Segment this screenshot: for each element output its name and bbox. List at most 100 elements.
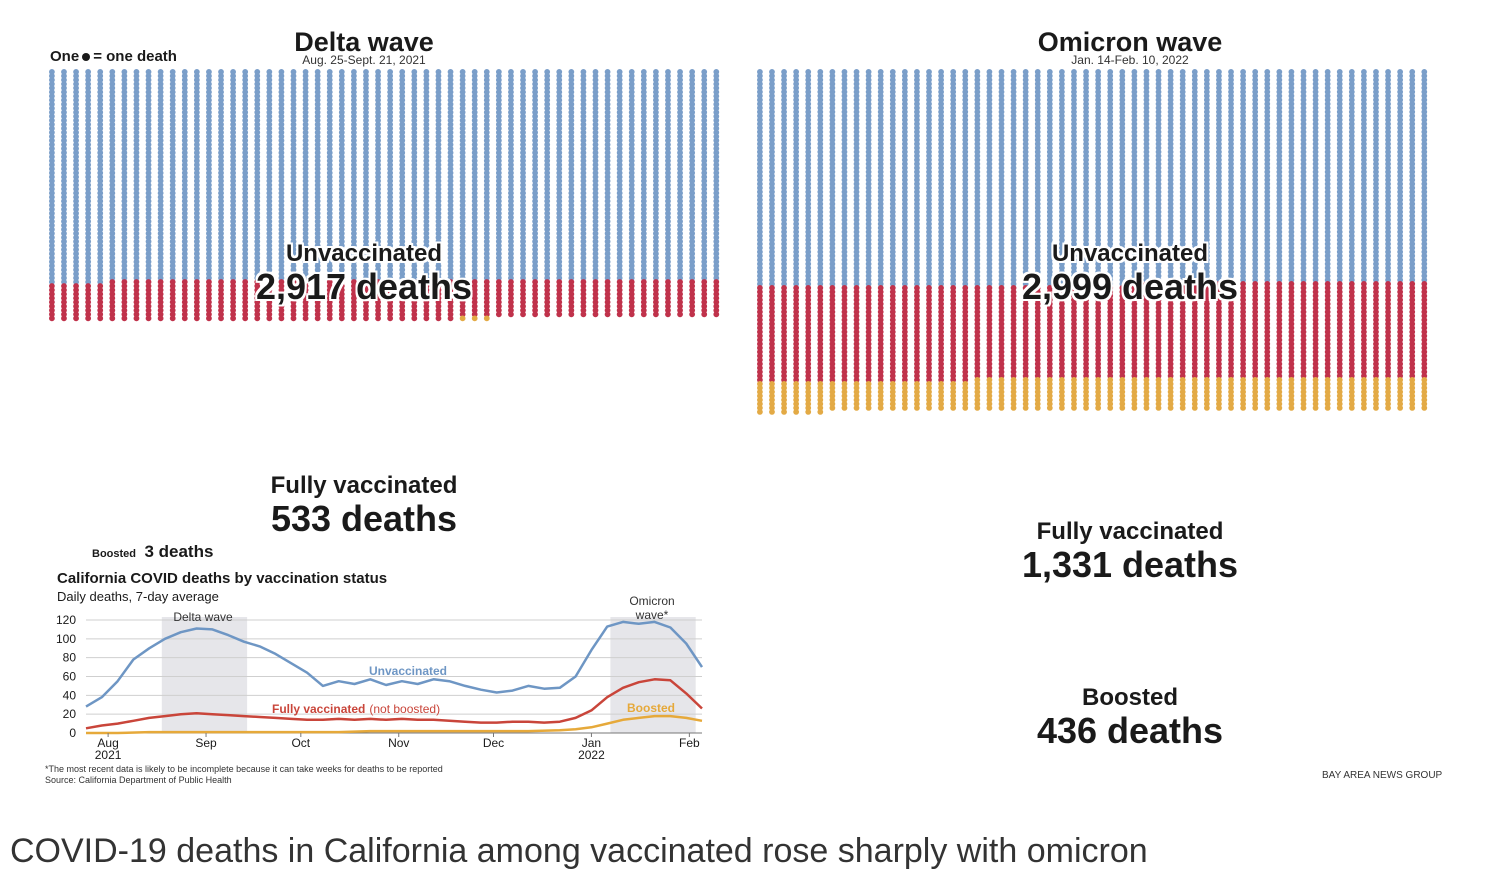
unvaccinated-dot bbox=[1022, 73, 1029, 79]
unvaccinated-dot bbox=[616, 133, 623, 140]
unvaccinated-dot bbox=[302, 165, 309, 172]
unvaccinated-dot bbox=[73, 101, 79, 108]
unvaccinated-dot bbox=[520, 77, 526, 83]
unvaccinated-dot bbox=[459, 133, 466, 140]
unvaccinated-dot bbox=[363, 101, 369, 108]
fully-vaccinated-dot bbox=[85, 295, 92, 302]
unvaccinated-dot bbox=[411, 226, 418, 233]
unvaccinated-dot bbox=[889, 89, 896, 95]
unvaccinated-dot bbox=[665, 161, 671, 168]
unvaccinated-dot bbox=[1022, 117, 1029, 123]
unvaccinated-dot bbox=[1312, 109, 1319, 115]
fully-vaccinated-dot bbox=[459, 295, 466, 302]
unvaccinated-dot bbox=[73, 218, 79, 225]
unvaccinated-dot bbox=[604, 230, 611, 237]
fully-vaccinated-dot bbox=[169, 299, 176, 306]
unvaccinated-dot bbox=[520, 153, 526, 160]
unvaccinated-dot bbox=[713, 133, 720, 140]
unvaccinated-dot bbox=[1131, 117, 1138, 123]
unvaccinated-dot bbox=[713, 234, 720, 241]
unvaccinated-dot bbox=[1216, 117, 1222, 123]
unvaccinated-dot bbox=[206, 109, 212, 116]
unvaccinated-dot bbox=[604, 206, 611, 213]
unvaccinated-dot bbox=[266, 157, 273, 164]
unvaccinated-dot bbox=[121, 202, 128, 209]
unvaccinated-dot bbox=[278, 218, 285, 225]
unvaccinated-dot bbox=[459, 214, 466, 221]
unvaccinated-dot bbox=[399, 145, 406, 152]
unvaccinated-dot bbox=[532, 230, 538, 237]
unvaccinated-dot bbox=[592, 85, 599, 91]
unvaccinated-dot bbox=[314, 198, 321, 205]
unvaccinated-dot bbox=[520, 178, 526, 184]
unvaccinated-dot bbox=[61, 170, 67, 176]
unvaccinated-dot bbox=[974, 105, 981, 111]
unvaccinated-dot bbox=[218, 149, 224, 156]
unvaccinated-dot bbox=[677, 262, 683, 269]
unvaccinated-dot bbox=[73, 194, 79, 201]
unvaccinated-dot bbox=[1312, 105, 1319, 111]
unvaccinated-dot bbox=[556, 69, 563, 75]
unvaccinated-dot bbox=[254, 170, 261, 176]
unvaccinated-dot bbox=[713, 153, 720, 160]
unvaccinated-dot bbox=[471, 194, 478, 201]
fully-vaccinated-dot bbox=[157, 311, 164, 318]
unvaccinated-dot bbox=[865, 77, 872, 83]
unvaccinated-dot bbox=[278, 198, 285, 205]
unvaccinated-dot bbox=[49, 165, 55, 172]
unvaccinated-dot bbox=[689, 101, 696, 108]
unvaccinated-dot bbox=[495, 101, 502, 108]
fully-vaccinated-dot bbox=[399, 299, 406, 306]
unvaccinated-dot bbox=[193, 109, 200, 116]
unvaccinated-dot bbox=[157, 246, 164, 253]
unvaccinated-dot bbox=[817, 89, 824, 95]
unvaccinated-dot bbox=[459, 250, 466, 257]
unvaccinated-dot bbox=[628, 85, 635, 91]
unvaccinated-dot bbox=[580, 254, 587, 261]
unvaccinated-dot bbox=[689, 186, 696, 192]
unvaccinated-dot bbox=[290, 222, 297, 229]
unvaccinated-dot bbox=[1288, 93, 1295, 99]
unvaccinated-dot bbox=[769, 109, 775, 115]
unvaccinated-dot bbox=[568, 145, 575, 152]
unvaccinated-dot bbox=[411, 218, 418, 225]
unvaccinated-dot bbox=[193, 202, 200, 209]
unvaccinated-dot bbox=[568, 113, 575, 120]
unvaccinated-dot bbox=[532, 206, 538, 213]
unvaccinated-dot bbox=[653, 230, 659, 237]
unvaccinated-dot bbox=[314, 69, 321, 75]
unvaccinated-dot bbox=[938, 113, 944, 119]
fully-vaccinated-dot bbox=[254, 311, 261, 318]
unvaccinated-dot bbox=[181, 230, 188, 237]
unvaccinated-dot bbox=[230, 262, 237, 269]
unvaccinated-dot bbox=[556, 266, 563, 273]
unvaccinated-dot bbox=[230, 198, 237, 205]
unvaccinated-dot bbox=[266, 165, 273, 172]
unvaccinated-dot bbox=[653, 198, 659, 205]
unvaccinated-dot bbox=[1228, 101, 1234, 107]
unvaccinated-dot bbox=[689, 242, 696, 249]
fully-vaccinated-dot bbox=[326, 303, 333, 310]
fully-vaccinated-dot bbox=[520, 295, 526, 302]
unvaccinated-dot bbox=[757, 125, 763, 131]
unvaccinated-dot bbox=[363, 178, 369, 184]
unvaccinated-dot bbox=[1348, 121, 1355, 127]
fully-vaccinated-dot bbox=[218, 295, 224, 302]
unvaccinated-dot bbox=[133, 210, 140, 217]
unvaccinated-dot bbox=[351, 218, 357, 225]
unvaccinated-dot bbox=[901, 73, 908, 79]
unvaccinated-dot bbox=[471, 69, 478, 75]
unvaccinated-dot bbox=[962, 125, 969, 131]
unvaccinated-dot bbox=[689, 149, 696, 156]
unvaccinated-dot bbox=[556, 73, 563, 79]
unvaccinated-dot bbox=[1264, 73, 1271, 79]
unvaccinated-dot bbox=[447, 93, 454, 100]
fully-vaccinated-dot bbox=[363, 279, 369, 285]
unvaccinated-dot bbox=[1022, 101, 1029, 107]
unvaccinated-dot bbox=[640, 271, 647, 277]
fully-vaccinated-dot bbox=[97, 311, 104, 318]
unvaccinated-dot bbox=[218, 89, 224, 95]
unvaccinated-dot bbox=[628, 266, 635, 273]
unvaccinated-dot bbox=[109, 262, 116, 269]
unvaccinated-dot bbox=[326, 206, 333, 213]
